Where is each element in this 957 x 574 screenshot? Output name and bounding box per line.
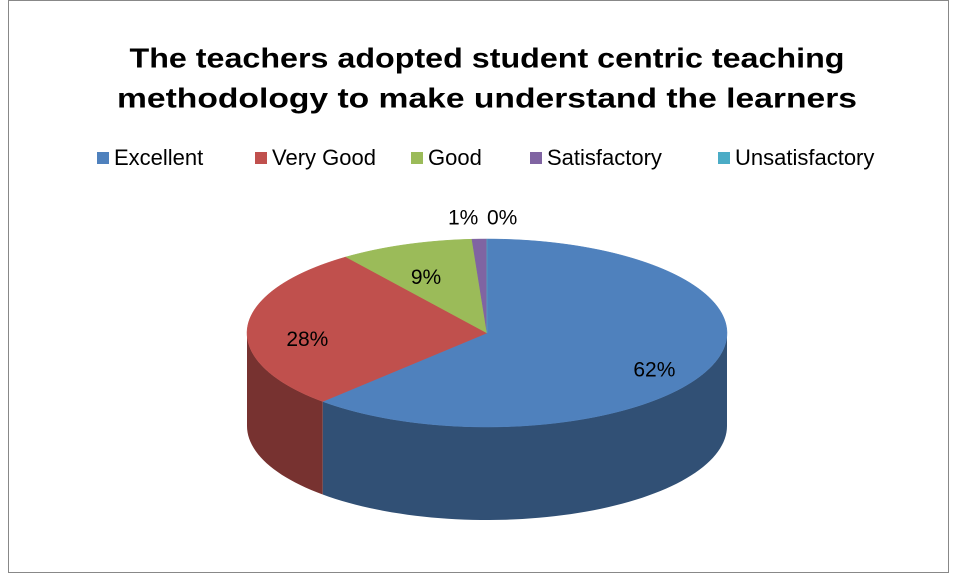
legend-swatch xyxy=(530,152,542,164)
legend-swatch xyxy=(718,152,730,164)
slice xyxy=(345,238,488,334)
data-label: 62% xyxy=(633,358,675,381)
legend-label: Good xyxy=(428,145,482,170)
data-label: 1% xyxy=(448,207,478,230)
data-label: 28% xyxy=(286,328,328,351)
data-label: 9% xyxy=(411,266,441,289)
data-label: 0% xyxy=(487,206,517,229)
chart-title: methodology to make understand the learn… xyxy=(117,82,857,113)
legend-swatch xyxy=(411,152,423,164)
legend-label: Excellent xyxy=(114,145,203,170)
legend-label: Unsatisfactory xyxy=(735,145,874,170)
chart-title: The teachers adopted student centric tea… xyxy=(130,42,845,73)
slice xyxy=(246,256,488,402)
slice xyxy=(322,238,728,428)
slice-side xyxy=(247,333,323,495)
slice-side xyxy=(322,333,727,520)
legend-swatch xyxy=(97,152,109,164)
legend-label: Very Good xyxy=(272,145,376,170)
legend-swatch xyxy=(255,152,267,164)
legend-label: Satisfactory xyxy=(547,145,662,170)
